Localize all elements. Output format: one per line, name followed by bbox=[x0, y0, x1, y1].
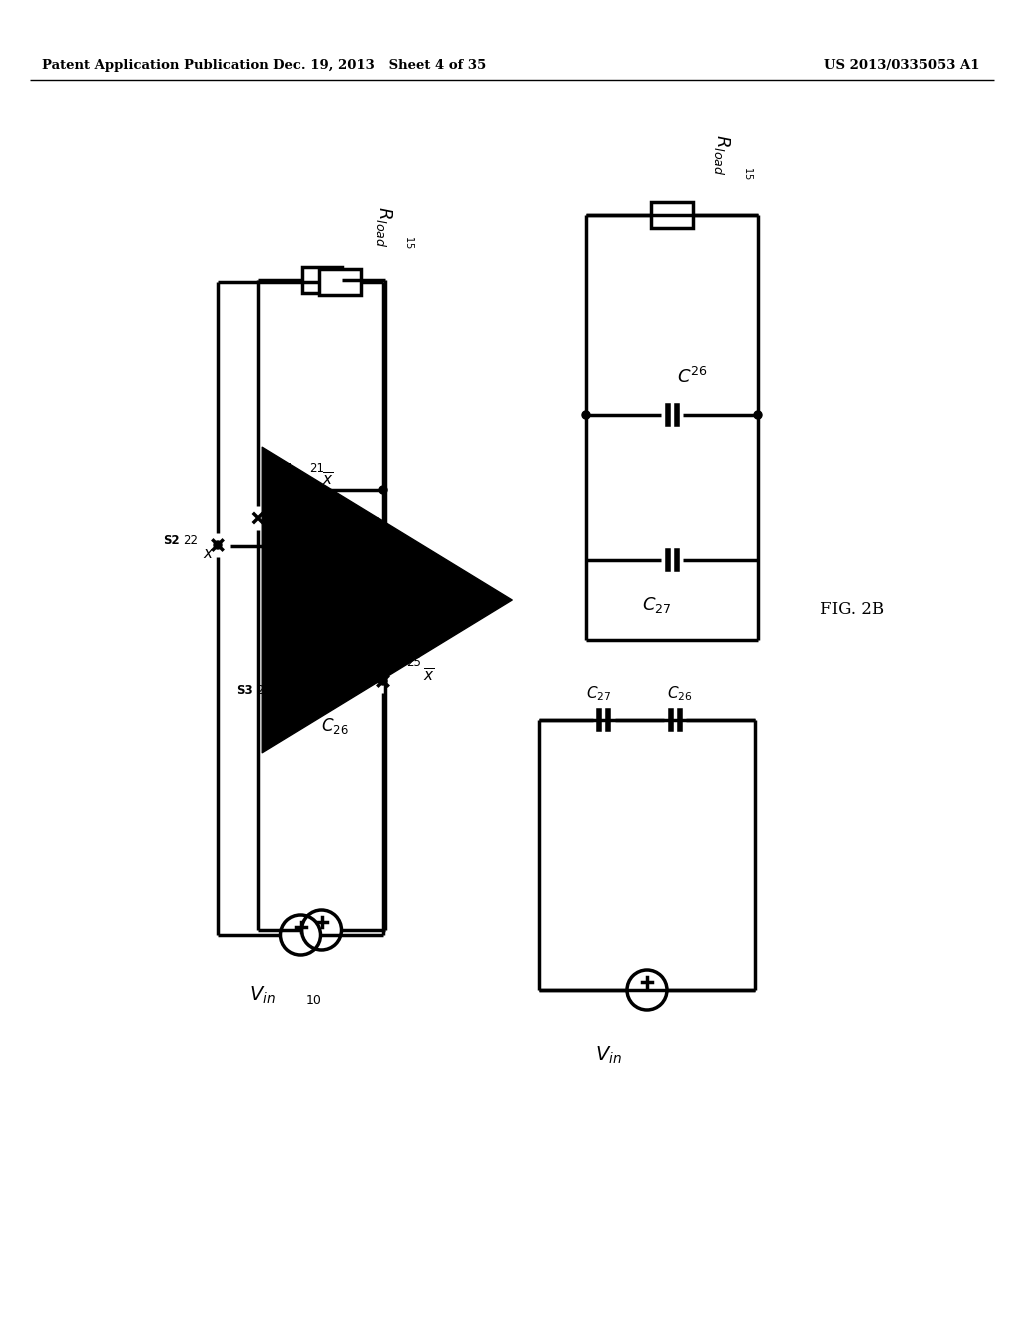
Circle shape bbox=[214, 541, 222, 549]
Circle shape bbox=[292, 677, 300, 685]
Bar bbox=[301, 267, 341, 293]
Text: $\overline{x}$: $\overline{x}$ bbox=[276, 690, 288, 708]
Circle shape bbox=[379, 543, 387, 550]
Text: $x$: $x$ bbox=[203, 545, 215, 561]
Text: 10: 10 bbox=[305, 994, 322, 1006]
Text: $\overline{x}$: $\overline{x}$ bbox=[322, 471, 334, 488]
Text: 22: 22 bbox=[183, 533, 198, 546]
Text: $V_{in}$: $V_{in}$ bbox=[249, 985, 275, 1006]
Text: Dec. 19, 2013   Sheet 4 of 35: Dec. 19, 2013 Sheet 4 of 35 bbox=[273, 58, 486, 71]
Circle shape bbox=[292, 543, 300, 550]
Text: $\overline{x}$: $\overline{x}$ bbox=[423, 668, 434, 685]
Bar bbox=[318, 269, 360, 294]
Text: $C_{26}$: $C_{26}$ bbox=[668, 685, 693, 704]
Text: $C_{27}$: $C_{27}$ bbox=[351, 508, 379, 528]
Circle shape bbox=[754, 411, 762, 418]
Text: Patent Application Publication: Patent Application Publication bbox=[42, 58, 268, 71]
Text: US 2013/0335053 A1: US 2013/0335053 A1 bbox=[824, 58, 980, 71]
Text: $R_{load}$: $R_{load}$ bbox=[712, 135, 732, 176]
Text: $R_{load}$: $R_{load}$ bbox=[375, 206, 394, 248]
Text: 24: 24 bbox=[319, 595, 335, 609]
Text: $x$: $x$ bbox=[336, 583, 347, 599]
Text: 25: 25 bbox=[406, 656, 421, 669]
Text: $^{15}$: $^{15}$ bbox=[400, 235, 415, 249]
Text: $C^{26}$: $C^{26}$ bbox=[677, 367, 708, 387]
Circle shape bbox=[379, 677, 387, 685]
Text: S1: S1 bbox=[278, 462, 294, 474]
Text: 21: 21 bbox=[309, 462, 324, 474]
Text: $C_{27}$: $C_{27}$ bbox=[586, 685, 611, 704]
Text: $^{15}$: $^{15}$ bbox=[739, 166, 753, 180]
Text: S2: S2 bbox=[163, 533, 179, 546]
Text: $C_{26}$: $C_{26}$ bbox=[321, 715, 348, 737]
Circle shape bbox=[379, 486, 387, 494]
Bar bbox=[651, 202, 693, 228]
Text: $C_{27}$: $C_{27}$ bbox=[642, 595, 672, 615]
Text: S5: S5 bbox=[388, 656, 404, 669]
Text: $V_{in}$: $V_{in}$ bbox=[595, 1044, 622, 1065]
Circle shape bbox=[582, 411, 590, 418]
Text: S3: S3 bbox=[236, 685, 253, 697]
Text: S4: S4 bbox=[295, 595, 311, 609]
Text: FIG. 2B: FIG. 2B bbox=[820, 602, 884, 619]
Text: 23: 23 bbox=[256, 685, 271, 697]
